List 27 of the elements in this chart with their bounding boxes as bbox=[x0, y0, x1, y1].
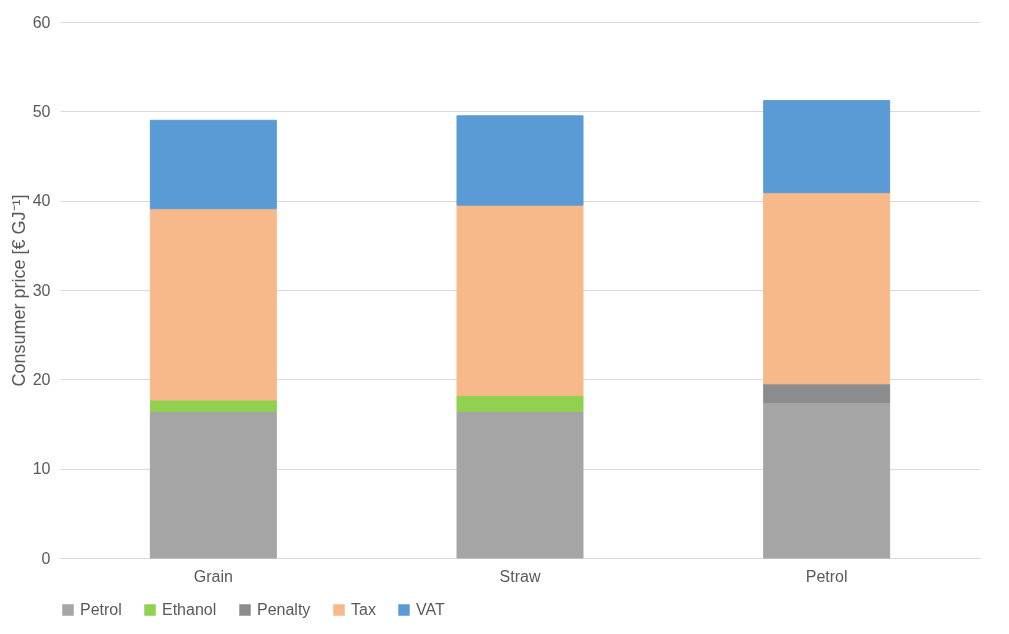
bar bbox=[149, 119, 277, 210]
legend-label: Ethanol bbox=[162, 601, 217, 618]
legend-label: VAT bbox=[416, 601, 445, 618]
bar bbox=[456, 115, 584, 206]
y-tick-label: 60 bbox=[32, 13, 51, 31]
bar bbox=[149, 208, 277, 401]
legend-label: Tax bbox=[351, 601, 376, 618]
y-tick-label: 30 bbox=[32, 281, 51, 299]
y-tick-label: 20 bbox=[32, 370, 51, 388]
bar bbox=[149, 410, 277, 559]
y-tick-label: 10 bbox=[32, 460, 51, 478]
legend-label: Penalty bbox=[257, 601, 311, 618]
bar bbox=[763, 100, 891, 194]
x-tick-label: Petrol bbox=[805, 567, 848, 585]
y-tick-label: 40 bbox=[32, 192, 51, 210]
bar bbox=[763, 402, 891, 559]
bar bbox=[456, 410, 584, 559]
legend-label: Petrol bbox=[80, 601, 122, 618]
x-tick-label: Straw bbox=[499, 567, 541, 585]
bar bbox=[763, 383, 891, 404]
y-tick-label: 50 bbox=[32, 102, 51, 120]
x-tick-label: Grain bbox=[193, 567, 233, 585]
bar bbox=[456, 394, 584, 412]
y-tick-label: 0 bbox=[41, 549, 51, 567]
bar bbox=[456, 204, 584, 396]
bar bbox=[763, 192, 891, 385]
y-axis-title: Consumer price [€ GJ⁻¹] bbox=[8, 194, 29, 387]
